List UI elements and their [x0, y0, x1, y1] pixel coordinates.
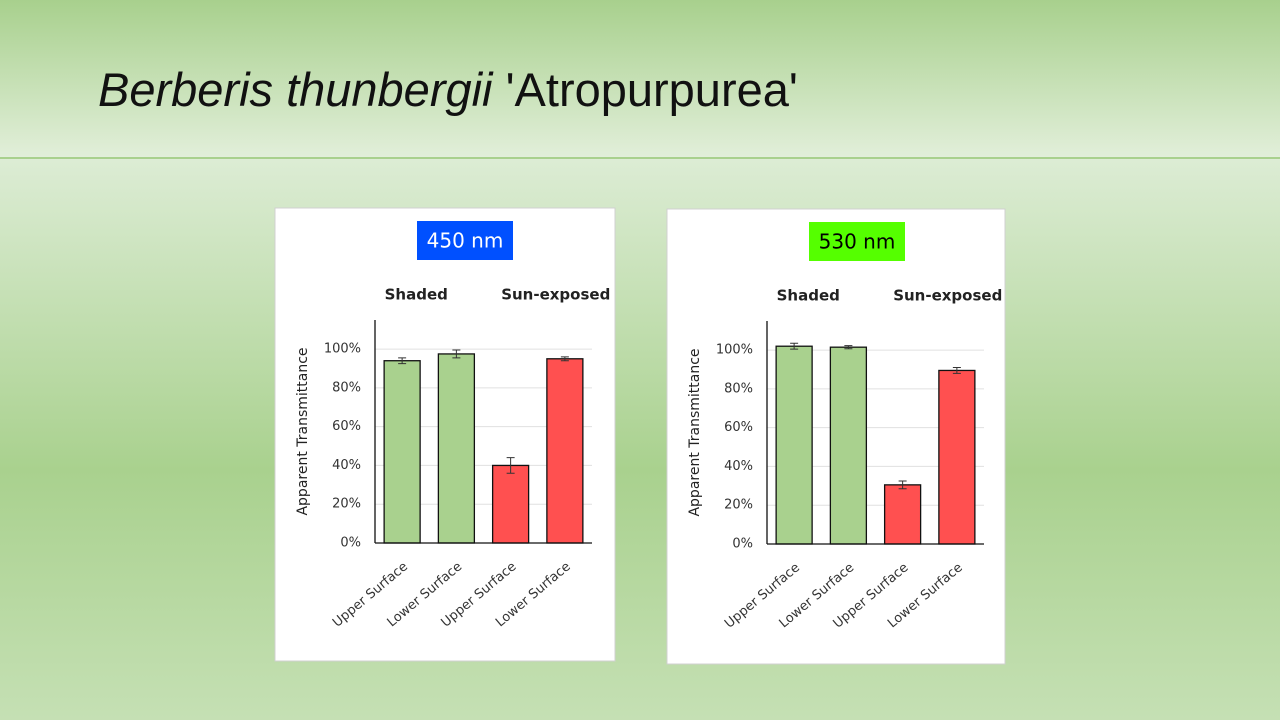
chart-title: 450 nm	[427, 229, 504, 253]
bar	[829, 346, 868, 545]
y-tick-label: 40%	[724, 459, 753, 474]
y-tick-label: 80%	[724, 381, 753, 396]
error-bar	[560, 356, 569, 362]
title-rest: 'Atropurpurea'	[505, 63, 798, 116]
group-label: Sun-exposed	[893, 287, 1002, 305]
error-bar	[898, 480, 907, 490]
group-label: Sun-exposed	[501, 286, 610, 304]
bar	[775, 345, 813, 545]
y-tick-label: 20%	[724, 498, 753, 513]
title-background	[417, 221, 513, 260]
error-bar	[506, 457, 515, 474]
error-bar	[952, 367, 961, 374]
bar	[546, 358, 584, 544]
title-italic: Berberis thunbergii	[98, 63, 493, 116]
y-tick-label: 100%	[324, 342, 361, 357]
y-axis-label: Apparent Transmittance	[295, 347, 311, 515]
title-background	[809, 222, 905, 261]
group-label: Shaded	[777, 287, 840, 305]
slide-title: Berberis thunbergii 'Atropurpurea'	[98, 62, 798, 117]
chart-title: 530 nm	[819, 230, 896, 254]
title-rule	[0, 157, 1280, 159]
bar	[383, 360, 421, 544]
bar	[437, 353, 476, 544]
group-label: Shaded	[385, 286, 448, 304]
y-tick-label: 60%	[724, 420, 753, 435]
y-tick-label: 60%	[332, 419, 361, 434]
error-bar	[790, 342, 799, 350]
error-bar	[398, 357, 407, 365]
error-bar	[452, 349, 461, 359]
y-tick-label: 0%	[340, 536, 361, 551]
y-tick-label: 100%	[716, 343, 753, 358]
bar	[491, 464, 530, 544]
y-tick-label: 80%	[332, 380, 361, 395]
y-tick-label: 0%	[732, 537, 753, 552]
bar	[883, 484, 922, 545]
y-tick-label: 20%	[332, 497, 361, 512]
y-tick-label: 40%	[332, 458, 361, 473]
error-bar	[844, 345, 853, 350]
bar	[938, 369, 976, 545]
y-axis-label: Apparent Transmittance	[687, 348, 703, 516]
